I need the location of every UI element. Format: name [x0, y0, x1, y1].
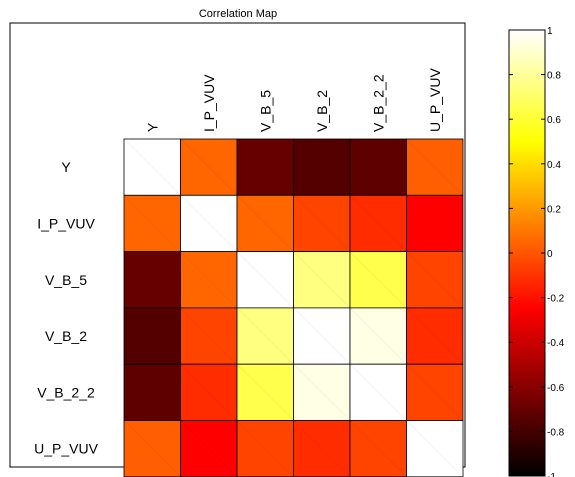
row-label: Y	[61, 159, 71, 175]
colorbar-tick-label: -0.4	[547, 338, 565, 349]
cell-diagonal-line	[406, 363, 464, 421]
cell-diagonal-line	[236, 307, 294, 365]
chart-title: Correlation Map	[199, 8, 277, 20]
cell-diagonal-line	[180, 363, 238, 421]
cell-diagonal-line	[293, 420, 351, 477]
row-label: I_P_VUV	[37, 215, 95, 231]
cell-diagonal-line	[349, 420, 407, 477]
colorbar-gradient	[508, 29, 546, 477]
heatmap-cell	[123, 194, 181, 253]
cell-diagonal-line	[406, 420, 464, 477]
colorbar-tick-label: -0.6	[547, 383, 565, 394]
colorbar-tick-label: -0.8	[547, 427, 565, 438]
heatmap-cell	[236, 138, 294, 196]
cell-diagonal-line	[293, 363, 351, 421]
column-label: V_B_2_2	[370, 74, 386, 132]
heatmap-cell	[406, 307, 464, 365]
heatmap-cell	[236, 420, 294, 477]
cell-diagonal-line	[406, 251, 464, 309]
heatmap-cell	[293, 420, 351, 477]
column-label: Y	[144, 122, 160, 132]
column-label: I_P_VUV	[201, 74, 217, 132]
cell-diagonal-line	[180, 138, 238, 196]
heatmap-cell	[293, 194, 351, 253]
colorbar-tick-label: -0.2	[547, 294, 565, 305]
heatmap-cell	[180, 420, 238, 477]
heatmap-cell	[180, 363, 238, 421]
heatmap-cell	[406, 251, 464, 309]
cell-diagonal-line	[123, 138, 181, 196]
cell-diagonal-line	[406, 195, 464, 252]
row-label: V_B_2	[45, 328, 87, 344]
cell-diagonal-line	[123, 420, 181, 477]
cell-diagonal-line	[123, 195, 181, 252]
colorbar-tick-label: 0	[547, 249, 553, 260]
cell-diagonal-line	[236, 251, 294, 309]
heatmap-cell	[293, 307, 351, 365]
row-label: V_B_5	[45, 272, 87, 288]
heatmap-area: Y I_P_VUV V_B_5 V_B_2 V_B_2_2 U_P_VUV Y I_P_VUV…	[9, 22, 466, 477]
heatmap-cell	[349, 307, 407, 365]
colorbar: 1 0.8 0.6 0.4 0.2 0 -0.2 -0.4 -0.6 -0.8 -1	[508, 26, 565, 477]
cell-diagonal-line	[236, 195, 294, 252]
cell-diagonal-line	[293, 251, 351, 309]
heatmap-cell	[349, 251, 407, 309]
heatmap-cell	[349, 194, 407, 253]
cell-diagonal-line	[236, 363, 294, 421]
row-label: U_P_VUV	[34, 441, 98, 457]
cell-diagonal-line	[123, 251, 181, 309]
cell-diagonal-line	[180, 420, 238, 477]
cell-diagonal-line	[236, 420, 294, 477]
cell-diagonal-line	[293, 195, 351, 252]
colorbar-tick-label: 1	[547, 26, 553, 37]
cell-diagonal-line	[349, 363, 407, 421]
colorbar-tick-label: 0.2	[547, 204, 561, 215]
cell-diagonal-line	[349, 138, 407, 196]
heatmap-cell	[406, 138, 464, 196]
cell-diagonal-line	[180, 251, 238, 309]
cell-diagonal-line	[349, 251, 407, 309]
cell-diagonal-line	[406, 138, 464, 196]
heatmap-cell	[236, 251, 294, 309]
heatmap-cell	[349, 363, 407, 421]
column-label: V_B_2	[314, 90, 330, 132]
column-label: U_P_VUV	[427, 68, 443, 132]
heatmap-cell	[123, 363, 181, 421]
heatmap-cell	[349, 138, 407, 196]
colorbar-tick-label: 0.4	[547, 160, 561, 171]
row-label: V_B_2_2	[37, 384, 95, 400]
heatmap-cell	[293, 251, 351, 309]
heatmap-cell	[406, 194, 464, 253]
cell-diagonal-line	[123, 363, 181, 421]
cell-diagonal-line	[180, 195, 238, 252]
heatmap-cell	[123, 138, 181, 196]
cell-diagonal-line	[236, 138, 294, 196]
colorbar-tick-label: 0.8	[547, 71, 561, 82]
cell-diagonal-line	[349, 195, 407, 252]
cell-diagonal-line	[293, 307, 351, 365]
cell-diagonal-line	[406, 307, 464, 365]
cell-diagonal-line	[349, 307, 407, 365]
heatmap-cell	[293, 363, 351, 421]
column-label: V_B_5	[257, 90, 273, 132]
cell-diagonal-line	[123, 307, 181, 365]
colorbar-tick-label: -1	[547, 472, 556, 477]
cell-diagonal-line	[180, 307, 238, 365]
colorbar-tick-label: 0.6	[547, 115, 561, 126]
heatmap-cell	[180, 307, 238, 365]
cell-diagonal-line	[293, 138, 351, 196]
heatmap-cell	[180, 251, 238, 309]
